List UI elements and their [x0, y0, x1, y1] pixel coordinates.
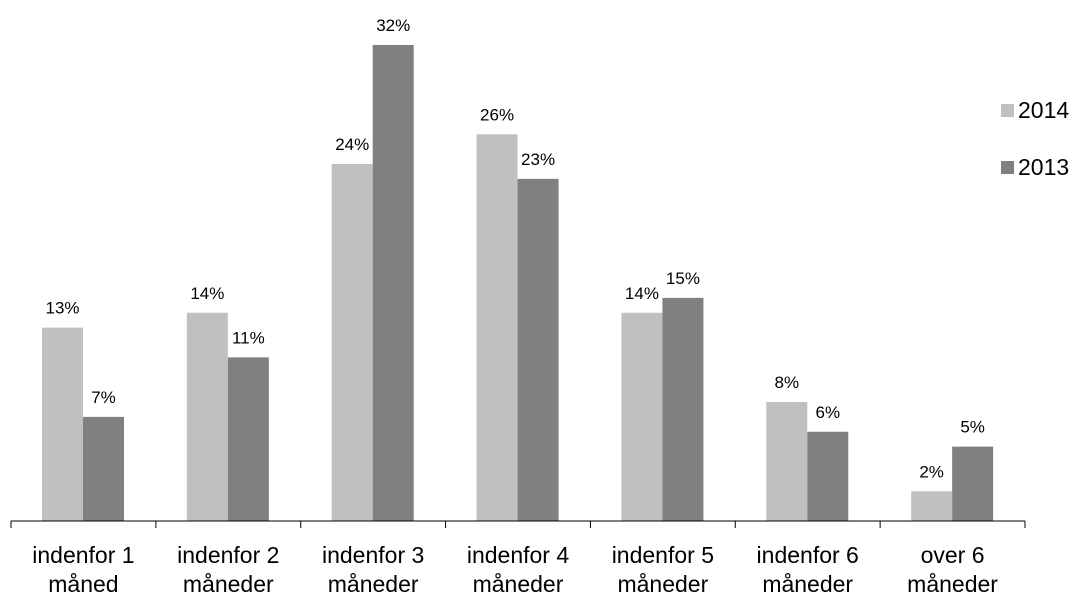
bar-2013-3: [372, 45, 414, 521]
bar-2014-4: [476, 134, 518, 521]
data-label-2014-6: 8%: [774, 373, 799, 392]
category-label: måneder: [762, 571, 853, 597]
category-labels-group: indenfor 1 måned indenfor 2 måneder indenfor…: [32, 542, 998, 597]
category-label: indenfor 4: [467, 542, 570, 568]
bar-2014-2: [186, 312, 228, 521]
data-label-2014-1: 13%: [45, 299, 79, 318]
data-label-2014-5: 14%: [625, 284, 659, 303]
data-label-2014-4: 26%: [480, 105, 514, 124]
bar-2013-4: [517, 178, 559, 521]
bar-2013-5: [662, 297, 704, 521]
data-label-2013-6: 6%: [815, 403, 840, 422]
bar-2013-6: [807, 431, 849, 521]
data-label-2013-4: 23%: [521, 150, 555, 169]
bar-2013-2: [227, 357, 269, 521]
legend-label-2013: 2013: [1018, 154, 1069, 180]
data-label-2014-2: 14%: [190, 284, 224, 303]
category-label: indenfor 1: [32, 542, 134, 568]
data-label-2013-7: 5%: [960, 418, 985, 437]
category-label: over 6: [921, 542, 985, 568]
bar-2014-1: [42, 327, 83, 521]
legend-swatch-2013: [1001, 161, 1014, 174]
category-label: indenfor 5: [612, 542, 714, 568]
bar-2014-3: [331, 164, 373, 521]
bars-group: [42, 45, 994, 521]
category-label: måneder: [617, 571, 708, 597]
category-label: måned: [48, 571, 118, 597]
data-label-2014-3: 24%: [335, 135, 369, 154]
category-label: måneder: [473, 571, 564, 597]
data-label-2014-7: 2%: [919, 462, 944, 481]
bar-2014-7: [911, 491, 953, 521]
data-label-2013-2: 11%: [232, 328, 265, 347]
data-label-2013-3: 32%: [376, 16, 410, 35]
bar-2014-5: [621, 312, 663, 521]
category-label: måneder: [183, 571, 274, 597]
category-label: indenfor 2: [177, 542, 279, 568]
category-label: indenfor 3: [322, 542, 424, 568]
legend-label-2014: 2014: [1018, 97, 1069, 123]
x-axis-ticks: [10, 521, 1026, 528]
bar-2013-7: [952, 446, 994, 521]
category-label: måneder: [907, 571, 998, 597]
bar-2014-6: [766, 402, 808, 521]
category-label: indenfor 6: [757, 542, 859, 568]
data-label-2013-5: 15%: [666, 269, 700, 288]
legend-swatch-2014: [1001, 104, 1014, 117]
data-labels-group: 13% 14% 24% 26% 14% 8% 2% 7% 11% 32% 23% 15% 6% 5%: [45, 16, 984, 481]
category-label: måneder: [328, 571, 419, 597]
bar-2013-1: [83, 416, 124, 521]
data-label-2013-1: 7%: [91, 388, 116, 407]
legend: 2014 2013: [1001, 97, 1069, 180]
